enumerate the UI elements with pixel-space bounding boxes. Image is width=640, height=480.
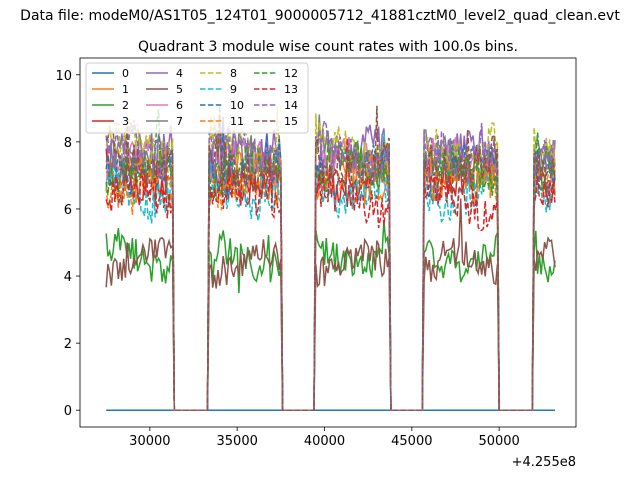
legend-label-11: 11	[230, 115, 244, 128]
legend-label-7: 7	[176, 115, 183, 128]
series-layer	[105, 105, 556, 411]
plot-area-frame	[79, 57, 577, 428]
x-tick-label: 30000	[129, 434, 170, 449]
series-line-15	[105, 105, 556, 411]
x-tick-label: 45000	[391, 434, 432, 449]
legend-label-14: 14	[284, 99, 298, 112]
y-tick-label: 0	[64, 404, 72, 419]
legend-label-15: 15	[284, 115, 298, 128]
x-tick-label: 50000	[478, 434, 519, 449]
y-tick-label: 10	[55, 69, 72, 84]
legend-label-5: 5	[176, 83, 183, 96]
legend-label-8: 8	[230, 67, 237, 80]
legend-label-3: 3	[122, 115, 129, 128]
y-tick-label: 4	[64, 270, 72, 285]
x-tick-label: 40000	[304, 434, 345, 449]
figure-title: Data file: modeM0/AS1T05_124T01_90000057…	[20, 8, 620, 24]
y-axis: 0 2 4 6 8 10	[55, 69, 80, 419]
legend-label-13: 13	[284, 83, 298, 96]
legend-label-10: 10	[230, 99, 244, 112]
x-axis-offset-label: +4.255e8	[512, 455, 576, 470]
y-tick-label: 6	[64, 203, 72, 218]
series-line-14	[105, 118, 556, 411]
legend-box	[85, 62, 309, 134]
legend-label-2: 2	[122, 99, 129, 112]
x-tick-label: 35000	[217, 434, 258, 449]
legend-label-1: 1	[122, 83, 129, 96]
legend-label-4: 4	[176, 67, 183, 80]
y-tick-label: 2	[64, 337, 72, 352]
legend-label-0: 0	[122, 67, 129, 80]
y-tick-label: 8	[64, 136, 72, 151]
x-axis: 30000 35000 40000 45000 50000	[129, 427, 520, 449]
legend-label-6: 6	[176, 99, 183, 112]
legend-label-9: 9	[230, 83, 237, 96]
legend-label-12: 12	[284, 67, 298, 80]
series-line-12	[105, 109, 556, 411]
chart-title: Quadrant 3 module wise count rates with …	[138, 39, 518, 55]
